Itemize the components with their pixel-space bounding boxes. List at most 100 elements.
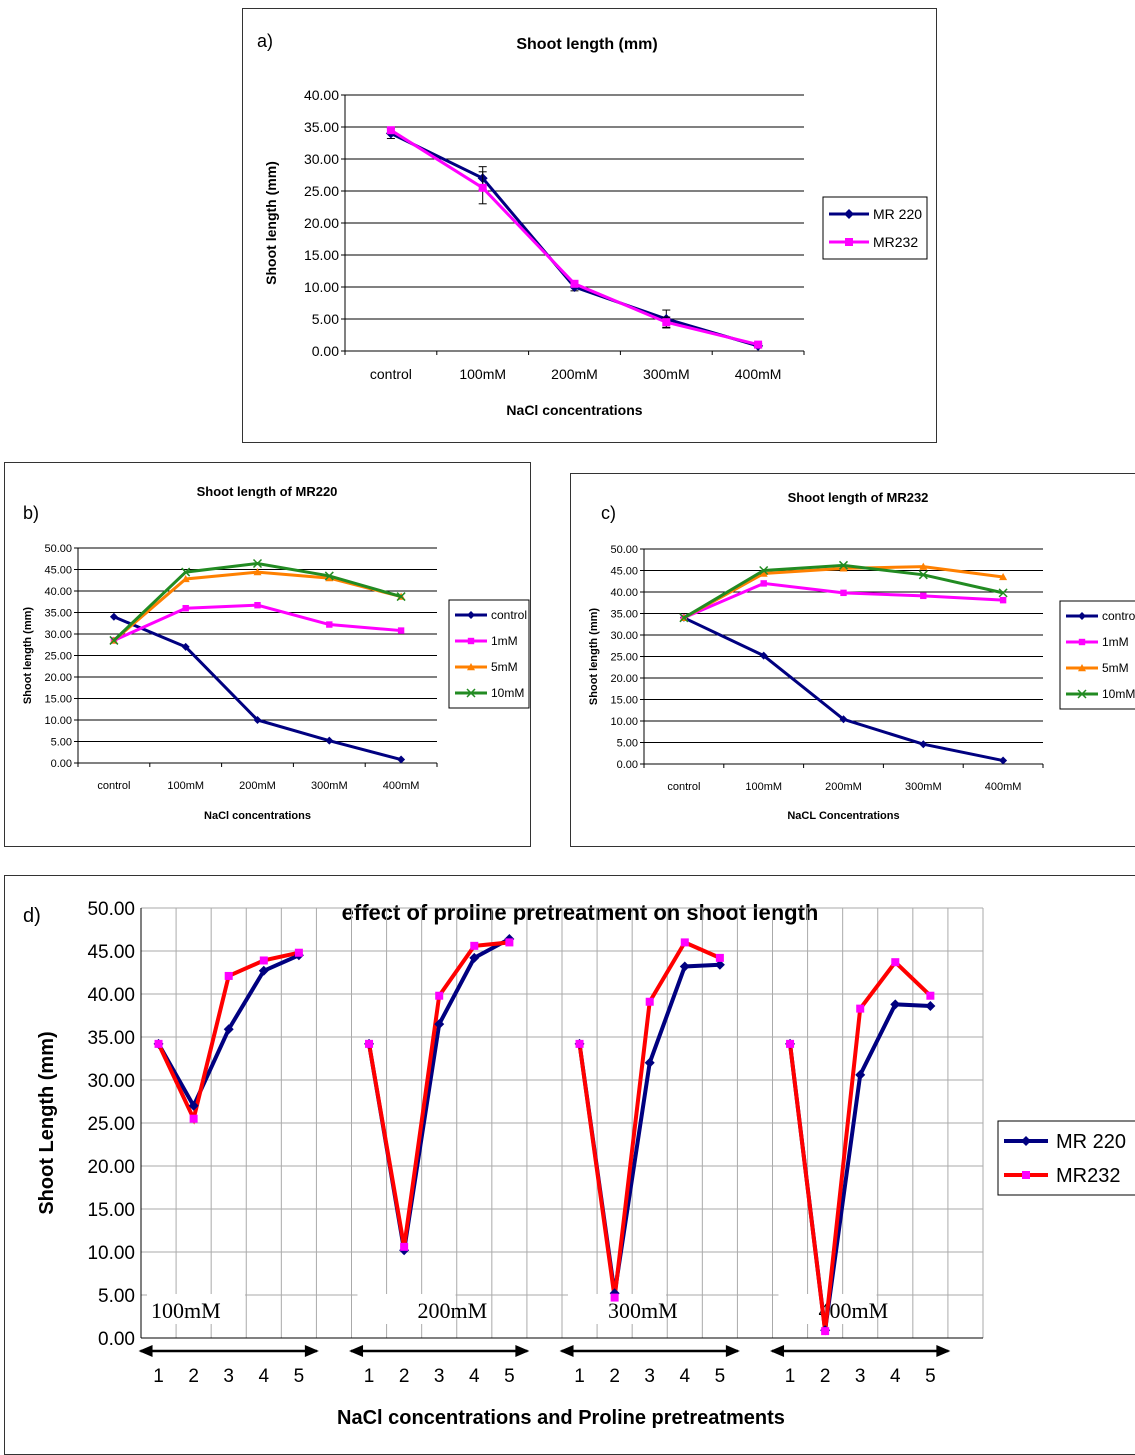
x-tick-label: 300mM xyxy=(905,781,942,793)
data-point xyxy=(759,651,768,660)
y-tick-label: 0.00 xyxy=(312,343,339,359)
data-point xyxy=(181,567,191,577)
y-tick-label: 10.00 xyxy=(44,715,72,727)
y-tick-label: 0.00 xyxy=(98,1329,135,1350)
chart-panel-d: d) effect of proline pretreatment on shoo… xyxy=(4,875,1135,1455)
legend-entry: 10mM xyxy=(491,686,524,700)
data-point xyxy=(434,1019,445,1030)
data-point xyxy=(754,340,763,349)
x-tick-label: 1 xyxy=(153,1366,164,1387)
chart-title: Shoot length of MR232 xyxy=(788,490,929,505)
data-point xyxy=(397,627,405,634)
legend-marker xyxy=(1078,638,1086,646)
x-tick-label: 5 xyxy=(294,1366,305,1387)
group-label: 300mM xyxy=(608,1298,678,1323)
legend-marker xyxy=(844,209,854,219)
data-point xyxy=(109,635,119,645)
data-point xyxy=(838,560,849,570)
data-point xyxy=(821,1327,830,1336)
data-point xyxy=(294,948,303,957)
legend-marker xyxy=(1078,664,1086,672)
data-point xyxy=(505,938,514,947)
chart-d-svg: d) effect of proline pretreatment on shoo… xyxy=(23,899,1135,1429)
panel-label: c) xyxy=(601,503,616,523)
x-tick-label: control xyxy=(97,780,130,792)
data-point xyxy=(759,565,769,576)
group-range-arrow xyxy=(349,1345,530,1357)
y-tick-label: 5.00 xyxy=(51,736,72,748)
chart-a-svg: a) Shoot length (mm) 0.00 5.00 10.00 15.00 20.… xyxy=(257,31,928,418)
y-tick-label: 50.00 xyxy=(87,899,135,920)
y-tick-label: 30.00 xyxy=(44,629,72,641)
data-point xyxy=(715,953,724,962)
data-point xyxy=(610,1293,619,1302)
legend-entry: MR 220 xyxy=(873,206,922,222)
y-tick-label: 25.00 xyxy=(44,650,72,662)
x-axis-label: NaCl concentrations xyxy=(506,402,642,418)
data-point xyxy=(840,589,847,597)
legend-marker xyxy=(1021,1136,1031,1146)
y-tick-label: 40.00 xyxy=(44,586,72,598)
data-point xyxy=(999,572,1008,581)
data-point xyxy=(223,1024,234,1035)
y-tick-label: 5.00 xyxy=(617,737,638,749)
y-tick-label: 40.00 xyxy=(610,587,638,599)
y-tick-label: 40.00 xyxy=(304,87,339,103)
y-tick-label: 30.00 xyxy=(610,630,638,642)
y-tick-label: 50.00 xyxy=(610,544,638,556)
data-point xyxy=(570,279,579,288)
panel-label: d) xyxy=(23,905,41,927)
x-tick-label: 5 xyxy=(715,1366,726,1387)
legend-entry: control xyxy=(1102,609,1135,623)
data-point xyxy=(890,999,901,1010)
y-tick-label: 15.00 xyxy=(610,694,638,706)
data-point xyxy=(254,601,261,609)
legend-marker xyxy=(1022,1171,1030,1179)
data-point xyxy=(325,574,334,582)
data-point xyxy=(760,580,767,587)
y-tick-label: 30.00 xyxy=(87,1071,135,1092)
data-point xyxy=(224,971,233,980)
x-tick-label: 4 xyxy=(469,1366,480,1387)
data-point xyxy=(189,1114,198,1123)
x-tick-label: control xyxy=(370,366,412,382)
data-point xyxy=(645,997,654,1006)
y-tick-label: 35.00 xyxy=(304,119,339,135)
group-range-arrow xyxy=(559,1345,740,1357)
legend-marker xyxy=(466,688,476,698)
y-tick-label: 30.00 xyxy=(304,151,339,167)
group-range-arrow xyxy=(138,1345,319,1357)
data-point xyxy=(918,570,928,580)
chart-b-svg: b) Shoot length of MR220 0.00 5.00 10.00 15.0… xyxy=(22,484,530,822)
x-tick-label: 200mM xyxy=(551,366,598,382)
group-label-bg xyxy=(357,1294,456,1324)
series-line xyxy=(788,1002,931,1331)
x-tick-label: 1 xyxy=(785,1366,796,1387)
chart-panel-a: a) Shoot length (mm) 0.00 5.00 10.00 15.00 20.… xyxy=(242,8,937,443)
legend xyxy=(997,1120,1135,1196)
series-line xyxy=(367,937,511,1251)
y-tick-label: 35.00 xyxy=(610,608,638,620)
data-point xyxy=(609,1288,620,1299)
data-point xyxy=(324,571,334,581)
data-point xyxy=(396,592,406,602)
legend-marker xyxy=(467,611,475,619)
data-point xyxy=(188,1100,199,1111)
data-point xyxy=(998,588,1008,598)
series-line xyxy=(683,616,1004,763)
legend-entry: 5mM xyxy=(491,660,518,674)
x-tick-label: 4 xyxy=(890,1366,901,1387)
x-tick-label: 300mM xyxy=(643,366,690,382)
data-point xyxy=(920,592,927,600)
y-tick-label: 35.00 xyxy=(87,1028,135,1049)
y-axis-label: Shoot length (mm) xyxy=(588,608,600,705)
data-point xyxy=(325,736,334,745)
x-tick-label: 4 xyxy=(680,1366,691,1387)
y-tick-label: 20.00 xyxy=(304,215,339,231)
data-point xyxy=(925,1001,936,1012)
x-axis-label: NaCl concentrations and Proline pretreat… xyxy=(337,1407,785,1429)
x-tick-label: 400mM xyxy=(383,780,420,792)
x-tick-label: 400mM xyxy=(985,781,1022,793)
series-line xyxy=(113,615,402,762)
legend-entry: 1mM xyxy=(1102,635,1129,649)
